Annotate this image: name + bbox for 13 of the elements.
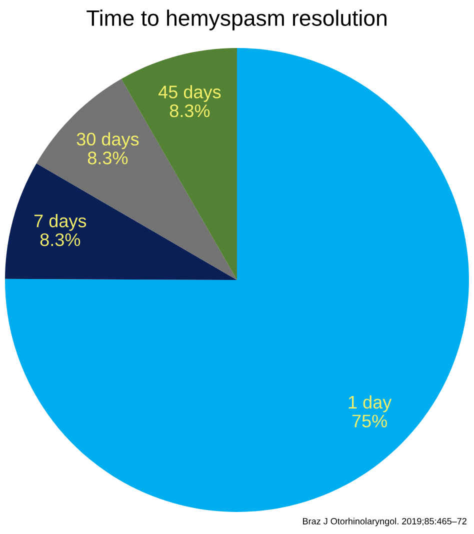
data-label: 8.3% bbox=[170, 104, 210, 118]
data-label: 8.3% bbox=[40, 233, 80, 246]
data-label: 75% bbox=[352, 414, 387, 428]
data-label: 8.3% bbox=[88, 152, 128, 164]
pie-slice bbox=[36, 78, 237, 280]
slice-label: 1 day bbox=[348, 395, 392, 412]
chart-title: Time to hemyspasm resolution bbox=[86, 10, 386, 30]
pie-slice bbox=[5, 163, 237, 280]
slice-label: 30 days bbox=[76, 132, 139, 150]
slice-label: 45 days bbox=[158, 85, 221, 102]
text: Braz J Otorhinolaryngol. 2019;85:465–72 bbox=[303, 518, 466, 526]
pie-slice bbox=[5, 48, 469, 512]
slice-label: 7 days bbox=[34, 214, 86, 231]
